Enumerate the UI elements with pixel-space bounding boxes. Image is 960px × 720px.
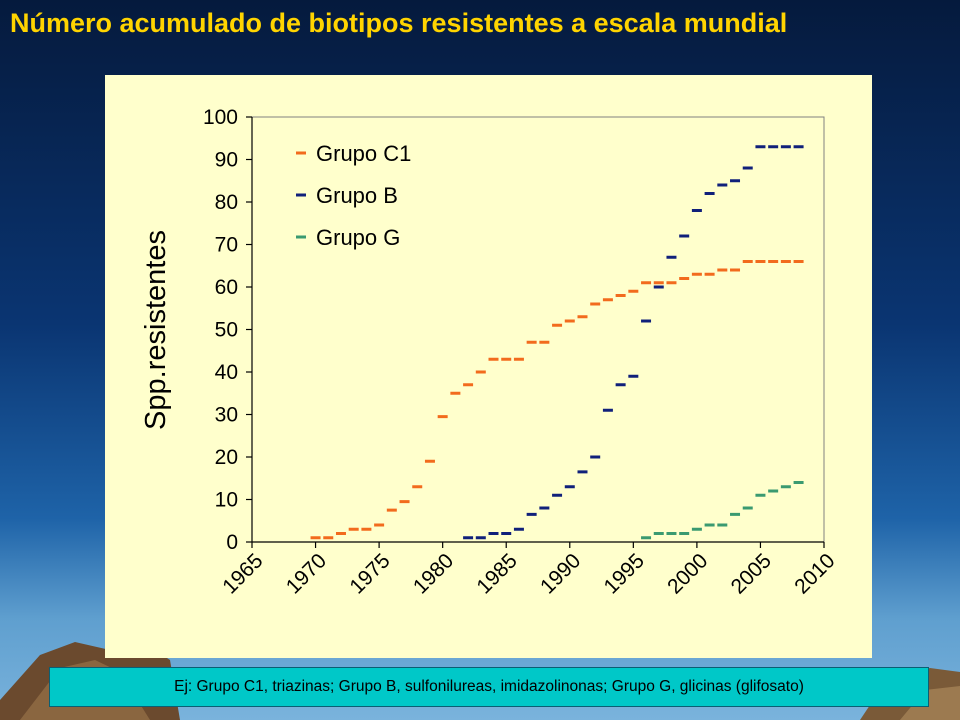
y-tick-label: 20 — [215, 446, 238, 469]
legend-label: Grupo G — [316, 225, 400, 250]
x-tick-label: 1970 — [282, 549, 331, 598]
x-tick-label: 1980 — [409, 549, 458, 598]
chart-panel: 0 10 20 30 40 50 60 70 80 90 100 1965 1970 1975 1980 1… — [105, 75, 872, 658]
x-tick-label: 1995 — [600, 549, 649, 598]
x-tick-label: 1975 — [345, 549, 394, 598]
y-tick-label: 10 — [215, 489, 238, 512]
y-tick-label: 0 — [226, 531, 238, 554]
x-tick-label: 1990 — [536, 549, 585, 598]
y-tick-label: 30 — [215, 404, 238, 427]
y-tick-label: 90 — [215, 149, 238, 172]
x-tick-label: 2005 — [727, 549, 776, 598]
caption-box: Ej: Grupo C1, triazinas; Grupo B, sulfon… — [49, 667, 929, 707]
y-tick-label: 40 — [215, 361, 238, 384]
slide-title: Número acumulado de biotipos resistentes… — [10, 8, 788, 38]
legend: Grupo C1 Grupo B Grupo G — [296, 141, 411, 250]
x-axis: 1965 1970 1975 1980 1985 1990 1995 2000 2005 2010 — [218, 541, 840, 599]
x-tick-label: 1965 — [218, 549, 267, 598]
data-marks — [310, 145, 804, 540]
y-tick-label: 80 — [215, 191, 238, 214]
x-tick-label: 1985 — [472, 549, 521, 598]
y-axis: 0 10 20 30 40 50 60 70 80 90 100 — [203, 106, 825, 554]
x-tick-label: 2010 — [790, 549, 839, 598]
legend-label: Grupo C1 — [316, 141, 411, 166]
y-tick-label: 50 — [215, 319, 238, 342]
caption-text: Ej: Grupo C1, triazinas; Grupo B, sulfon… — [174, 678, 804, 695]
y-axis-label: Spp.resistentes — [140, 230, 172, 430]
y-tick-label: 60 — [215, 276, 238, 299]
y-tick-label: 70 — [215, 234, 238, 257]
y-tick-label: 100 — [203, 106, 238, 129]
legend-label: Grupo B — [316, 183, 398, 208]
x-tick-label: 2000 — [663, 549, 712, 598]
